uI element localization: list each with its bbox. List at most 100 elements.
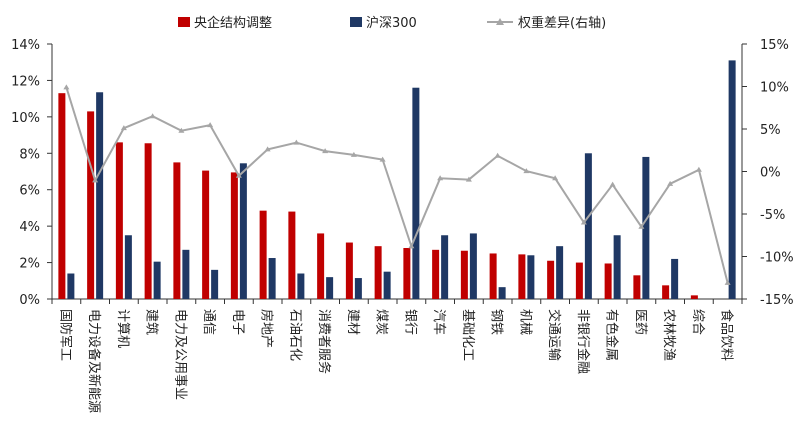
bar-blue	[153, 261, 161, 299]
x-tick-label: 银行	[402, 309, 417, 335]
line-point-marker	[667, 180, 674, 186]
legend-label-2: 权重差异(右轴)	[518, 15, 606, 31]
x-tick-label: 汽车	[431, 309, 447, 335]
line-point-marker	[609, 181, 616, 187]
x-tick-label: 农林牧渔	[661, 309, 676, 361]
legend: 央企结构调整 沪深300 权重差异(右轴)	[178, 15, 606, 31]
bar-red	[87, 111, 95, 300]
bar-blue	[671, 258, 679, 299]
bar-red	[690, 295, 698, 299]
bar-blue	[441, 235, 449, 299]
bar-blue	[182, 249, 190, 299]
right-tick-label: 5%	[760, 123, 781, 138]
bar-red	[115, 142, 123, 299]
line-point-marker	[63, 84, 70, 90]
left-tick-label: 2%	[19, 257, 40, 272]
line-point-marker	[207, 122, 214, 128]
bar-red	[288, 211, 296, 299]
x-tick-label: 通信	[201, 309, 216, 335]
x-tick-label: 计算机	[115, 309, 130, 348]
x-tick-label: 石油石化	[287, 309, 302, 361]
x-tick-label: 煤炭	[374, 309, 389, 335]
right-tick-label: -5%	[760, 208, 785, 223]
line-point-marker	[523, 168, 530, 174]
line-point-marker	[724, 279, 731, 285]
bar-red	[202, 170, 210, 299]
bar-blue	[498, 287, 506, 299]
left-tick-label: 14%	[11, 38, 40, 53]
legend-label-1: 沪深300	[366, 15, 417, 31]
bar-blue	[354, 278, 362, 299]
line-point-marker	[235, 172, 242, 178]
bar-red	[345, 242, 353, 299]
right-tick-label: 15%	[760, 38, 789, 53]
x-tick-label: 国防军工	[57, 309, 73, 361]
x-tick-label: 建筑	[144, 309, 160, 335]
bar-blue	[642, 156, 650, 299]
bar-blue	[412, 87, 420, 299]
bar-red	[259, 210, 267, 299]
x-tick-label: 消费者服务	[316, 309, 332, 374]
difference-line	[65, 87, 729, 284]
bar-red	[144, 143, 152, 299]
legend-label-0: 央企结构调整	[194, 15, 272, 31]
x-tick-label: 房地产	[259, 309, 275, 348]
bar-blue	[469, 233, 477, 299]
x-tick-label: 机械	[517, 309, 532, 335]
legend-swatch-red	[178, 17, 190, 27]
line-point-marker	[379, 156, 386, 162]
line-point-marker	[322, 148, 329, 154]
x-tick-label: 钢铁	[489, 309, 504, 335]
bar-red	[230, 172, 238, 299]
x-tick-label: 电力设备及新能源	[86, 309, 102, 413]
line-point-marker	[437, 175, 444, 181]
bar-red	[173, 162, 181, 299]
line-point-marker	[552, 175, 559, 181]
x-tick-label: 非银行金融	[575, 309, 591, 374]
legend-triangle-marker	[496, 18, 504, 25]
bar-red	[374, 246, 382, 299]
bar-blue	[728, 60, 736, 300]
bar-red	[489, 253, 497, 299]
right-tick-label: 10%	[760, 81, 789, 96]
x-tick-label: 电子	[230, 309, 245, 335]
bar-blue	[584, 153, 592, 299]
line-point-marker	[494, 152, 501, 158]
bar-blue	[211, 269, 219, 299]
bar-blue	[326, 277, 334, 299]
left-tick-label: 4%	[19, 220, 40, 235]
line-point-marker	[264, 146, 271, 152]
x-tick-label: 有色金属	[604, 309, 620, 361]
x-tick-label: 综合	[690, 309, 705, 335]
bar-red	[604, 263, 612, 299]
bar-blue	[96, 92, 104, 300]
bar-red	[575, 262, 583, 299]
right-tick-label: -15%	[760, 293, 794, 308]
line-point-marker	[293, 139, 300, 145]
line-point-marker	[465, 176, 472, 182]
bar-blue	[613, 235, 621, 299]
line-point-marker	[695, 166, 702, 172]
bar-red	[633, 275, 641, 299]
line-point-marker	[92, 177, 99, 183]
line-point-marker	[120, 125, 127, 131]
line-point-marker	[638, 223, 645, 229]
x-tick-label: 电力及公用事业	[172, 309, 187, 400]
x-tick-label: 基础化工	[460, 309, 475, 361]
left-tick-label: 12%	[11, 74, 40, 89]
bar-blue	[556, 246, 564, 299]
left-tick-label: 6%	[19, 184, 40, 199]
bar-blue	[383, 271, 391, 299]
bar-blue	[124, 235, 132, 299]
right-tick-label: -10%	[760, 251, 794, 266]
line-point-marker	[580, 219, 587, 225]
line-point-marker	[149, 113, 156, 119]
x-tick-label: 食品饮料	[719, 309, 735, 361]
left-tick-label: 10%	[11, 111, 40, 126]
bar-red	[460, 250, 468, 299]
bar-red	[403, 248, 411, 299]
bar-blue	[527, 255, 535, 299]
line-point-marker	[408, 243, 415, 249]
bar-blue	[67, 273, 75, 299]
